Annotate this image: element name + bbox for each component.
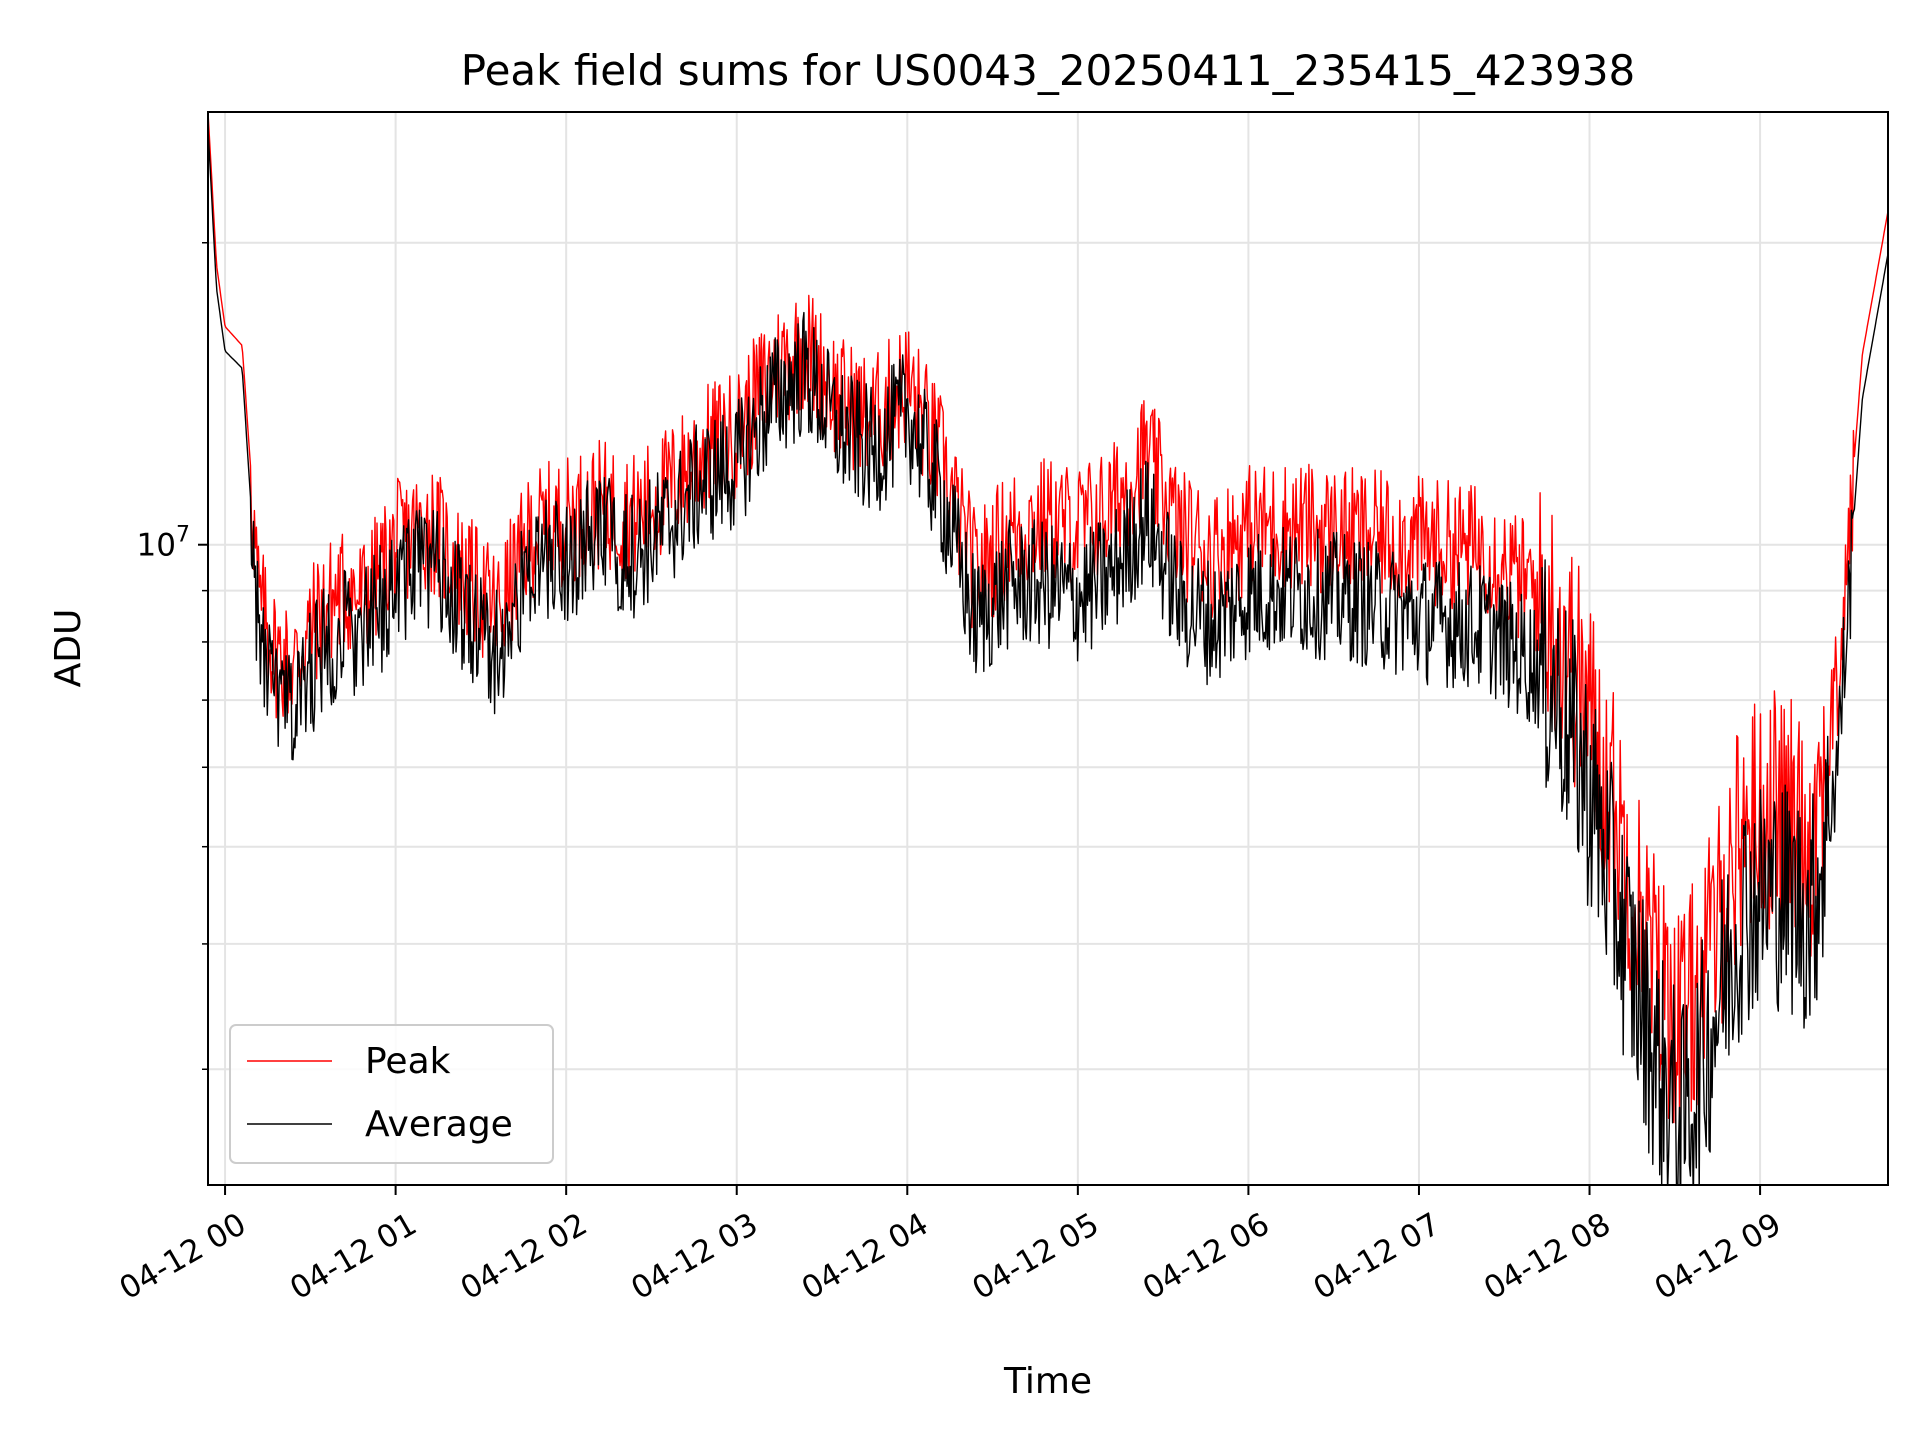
plot-frame: [207, 111, 1889, 1186]
legend-box: [229, 1024, 554, 1164]
y-axis: 107: [137, 241, 208, 1070]
series-line-average: [208, 128, 1888, 1185]
y-axis-label: ADU: [48, 609, 89, 688]
y-tick-label: 107: [137, 523, 190, 564]
legend-label-peak: Peak: [365, 1041, 451, 1082]
legend-label-average: Average: [365, 1104, 513, 1145]
x-axis-label: Time: [1003, 1361, 1092, 1402]
series-layer: [208, 112, 1888, 1185]
chart-title: Peak field sums for US0043_20250411_2354…: [461, 46, 1636, 95]
legend: Peak Average: [229, 1024, 554, 1164]
